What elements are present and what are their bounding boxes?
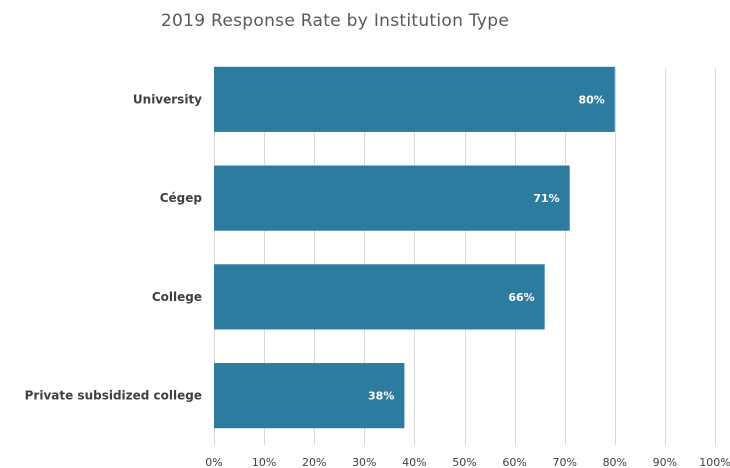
data-label: 71%: [533, 192, 559, 205]
x-tick-label: 100%: [699, 456, 730, 468]
x-axis-tick-labels: 0% 10% 20% 30% 40% 50% 60% 70% 80% 90% 100%: [205, 456, 730, 468]
bar: [214, 66, 615, 132]
bar: [214, 363, 405, 429]
x-tick-label: 90%: [653, 456, 677, 468]
x-tick-label: 0%: [205, 456, 222, 468]
data-label: 66%: [508, 291, 534, 304]
data-label: 80%: [578, 93, 604, 106]
data-label: 38%: [368, 390, 394, 403]
x-tick-label: 20%: [302, 456, 326, 468]
x-tick-label: 70%: [552, 456, 576, 468]
x-tick-label: 30%: [352, 456, 376, 468]
x-tick-label: 80%: [603, 456, 627, 468]
x-tick-label: 40%: [402, 456, 426, 468]
bars: 80% 71% 66% 38%: [214, 66, 615, 429]
category-label: College: [152, 290, 202, 304]
category-label: Cégep: [160, 191, 203, 205]
bar: [214, 264, 545, 330]
category-label: Private subsidized college: [25, 389, 202, 403]
x-tick-label: 60%: [502, 456, 526, 468]
chart-title: 2019 Response Rate by Institution Type: [161, 11, 509, 31]
x-tick-label: 10%: [252, 456, 276, 468]
category-label: University: [133, 92, 202, 106]
x-tick-label: 50%: [452, 456, 476, 468]
category-labels: University Cégep College Private subsidized…: [25, 92, 203, 402]
bar: [214, 165, 570, 231]
